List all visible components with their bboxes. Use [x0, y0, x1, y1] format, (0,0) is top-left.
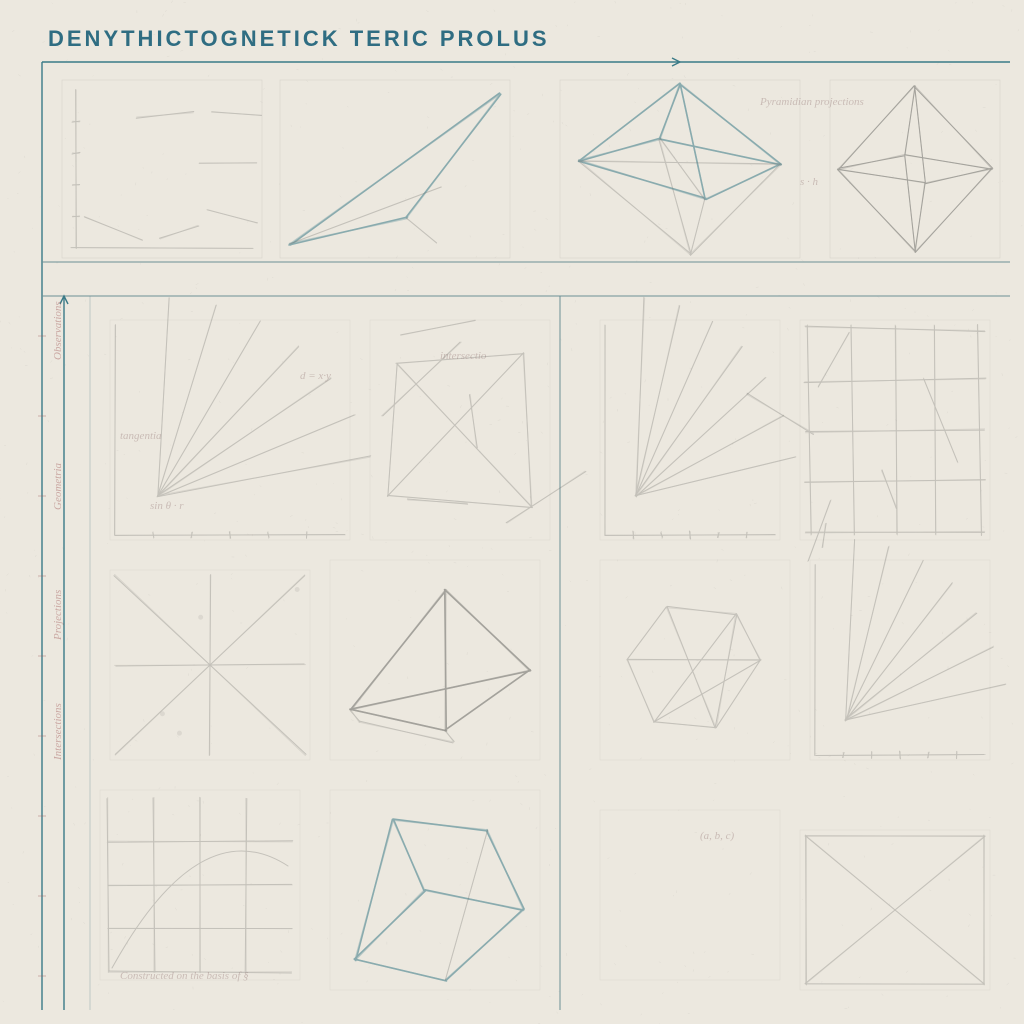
annotation-label: tangentia	[120, 430, 162, 442]
annotation-label: sin θ · r	[150, 500, 184, 512]
annotation-label: Intersections	[52, 703, 64, 760]
annotation-label: Pyramidian projections	[760, 96, 864, 108]
diagram-canvas	[0, 0, 1024, 1024]
annotation-label: Projections	[52, 590, 64, 640]
annotation-label: (a, b, c)	[700, 830, 734, 842]
annotation-label: intersectio	[440, 350, 486, 362]
annotation-label: s · h	[800, 176, 818, 188]
annotation-label: Observations	[52, 301, 64, 360]
annotation-label: Geometria	[52, 463, 64, 510]
page-title: DENYTHICTOGNETICK TERIC PROLUS	[48, 26, 550, 52]
annotation-label: d = x·y	[300, 370, 331, 382]
annotation-label: Constructed on the basis of §	[120, 970, 249, 982]
